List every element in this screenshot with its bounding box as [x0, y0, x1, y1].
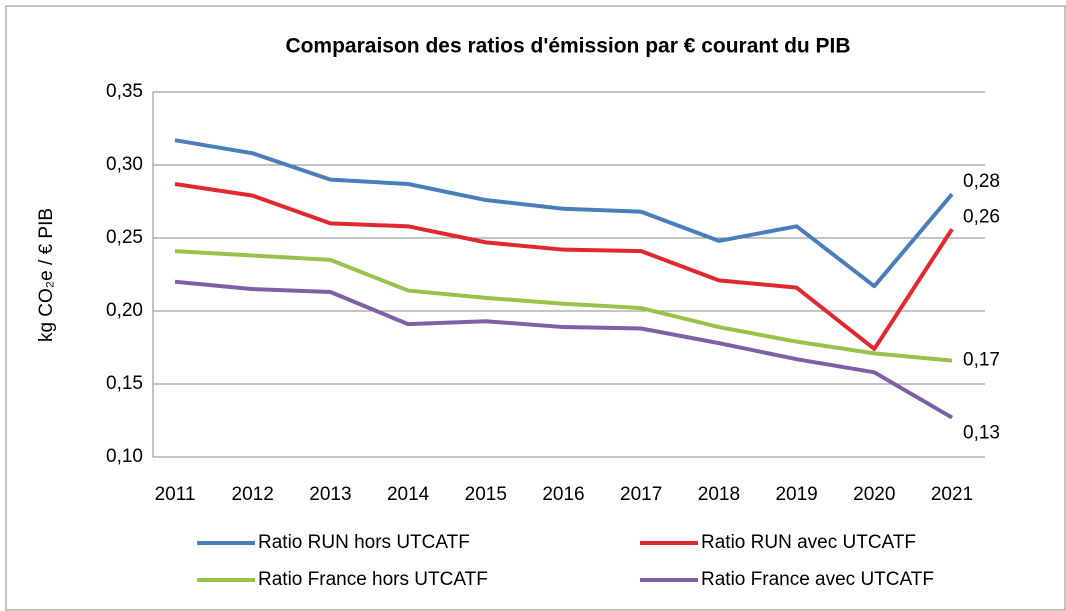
data-label: 0,26	[963, 206, 1000, 227]
legend-label: Ratio RUN hors UTCATF	[258, 532, 470, 553]
y-tick-label: 0,30	[106, 154, 143, 175]
x-tick-label: 2021	[931, 484, 973, 505]
y-tick-label: 0,35	[106, 81, 143, 102]
series-line	[174, 279, 954, 420]
chart-title: Comparaison des ratios d'émission par € …	[285, 35, 850, 58]
x-tick-label: 2020	[853, 484, 895, 505]
legend-label: Ratio France avec UTCATF	[701, 569, 934, 590]
chart-border	[5, 5, 1066, 611]
x-tick-label: 2016	[542, 484, 584, 505]
x-tick-label: 2011	[155, 484, 196, 505]
y-tick-label: 0,15	[106, 373, 143, 394]
data-label: 0,17	[963, 350, 1000, 371]
data-label: 0,28	[963, 171, 1000, 192]
series-line	[174, 182, 954, 351]
y-tick-label: 0,25	[106, 227, 143, 248]
y-tick-label: 0,10	[106, 446, 143, 467]
x-tick-label: 2013	[309, 484, 351, 505]
y-tick-label: 0,20	[106, 300, 143, 321]
series-line	[174, 249, 953, 363]
x-tick-label: 2018	[698, 484, 740, 505]
x-tick-label: 2015	[465, 484, 507, 505]
x-tick-label: 2019	[775, 484, 817, 505]
y-axis-label: kg CO₂e / € PIB	[36, 208, 57, 342]
x-tick-label: 2017	[620, 484, 662, 505]
legend-label: Ratio RUN avec UTCATF	[701, 532, 916, 553]
x-tick-label: 2014	[387, 484, 430, 505]
legend-label: Ratio France hors UTCATF	[258, 569, 488, 590]
x-tick-label: 2012	[232, 484, 274, 505]
series-line	[174, 138, 954, 289]
data-label: 0,13	[963, 423, 1000, 444]
